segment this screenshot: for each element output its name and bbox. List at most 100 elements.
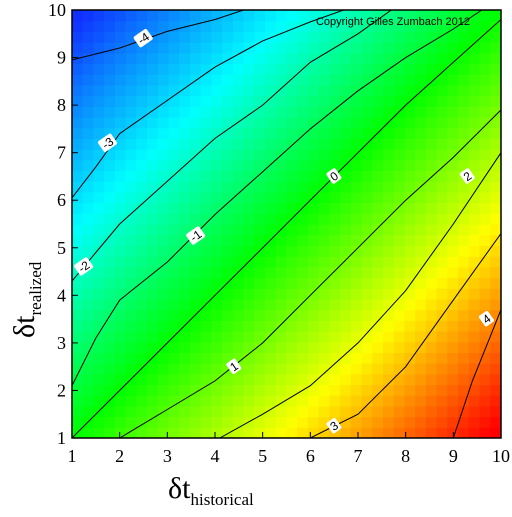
heatmap-cell — [114, 298, 127, 311]
heatmap-cell — [168, 363, 180, 375]
heatmap-cell — [93, 331, 105, 343]
heatmap-cell — [125, 224, 137, 236]
heatmap-cell — [436, 320, 448, 332]
heatmap-cell — [393, 224, 406, 236]
heatmap-cell — [72, 266, 84, 279]
heatmap-cell — [318, 266, 330, 279]
heatmap-cell — [82, 106, 95, 118]
heatmap-cell — [147, 149, 159, 161]
heatmap-cell — [361, 363, 373, 375]
heatmap-cell — [200, 106, 213, 118]
heatmap-cell — [329, 63, 341, 75]
heatmap-cell — [425, 138, 438, 150]
heatmap-cell — [479, 20, 491, 32]
heatmap-cell — [104, 52, 116, 65]
heatmap-cell — [393, 170, 406, 182]
heatmap-cell — [147, 170, 159, 182]
heatmap-cell — [72, 309, 84, 321]
heatmap-cell — [372, 63, 384, 75]
heatmap-cell — [93, 395, 105, 407]
heatmap-cell — [404, 309, 416, 321]
contour-label-1: 1 — [226, 358, 242, 374]
heatmap-cell — [211, 352, 223, 364]
heatmap-cell — [436, 234, 448, 246]
heatmap-cell — [232, 234, 245, 246]
heatmap-cell — [275, 234, 288, 246]
heatmap-cell — [82, 181, 95, 193]
heatmap-cell — [415, 277, 427, 289]
heatmap-cell — [447, 416, 459, 428]
heatmap-cell — [222, 20, 234, 32]
heatmap-cell — [254, 74, 266, 86]
x-axis-subscript: historical — [190, 490, 254, 509]
heatmap-cell — [468, 427, 481, 438]
heatmap-cell — [307, 170, 320, 182]
heatmap-cell — [447, 106, 459, 118]
heatmap-cell — [490, 117, 501, 129]
heatmap-cell — [404, 149, 416, 161]
heatmap-cell — [458, 277, 470, 289]
y-tick-label: 10 — [48, 0, 66, 20]
heatmap-cell — [361, 10, 373, 22]
heatmap-cell — [157, 191, 170, 204]
heatmap-cell — [447, 266, 459, 279]
heatmap-cell — [490, 63, 501, 75]
heatmap-cell — [425, 245, 438, 257]
heatmap-cell — [254, 266, 266, 279]
heatmap-cell — [232, 10, 245, 22]
heatmap-cell — [114, 202, 127, 214]
heatmap-cell — [329, 149, 341, 161]
heatmap-cell — [275, 202, 288, 214]
heatmap-cell — [93, 416, 105, 428]
heatmap-cell — [200, 373, 213, 386]
heatmap-cell — [458, 149, 470, 161]
heatmap-cell — [490, 256, 501, 268]
heatmap-cell — [286, 159, 298, 172]
heatmap-cell — [468, 384, 481, 396]
heatmap-cell — [361, 106, 373, 118]
heatmap-cell — [425, 159, 438, 172]
heatmap-cell — [318, 320, 330, 332]
heatmap-cell — [189, 149, 202, 161]
heatmap-cell — [318, 395, 330, 407]
heatmap-cell — [415, 384, 427, 396]
heatmap-cell — [232, 127, 245, 139]
heatmap-cell — [147, 320, 159, 332]
heatmap-cell — [72, 117, 84, 129]
heatmap-cell — [286, 127, 298, 139]
heatmap-cell — [479, 288, 491, 300]
heatmap-cell — [114, 309, 127, 321]
heatmap-cell — [275, 373, 288, 386]
heatmap-cell — [136, 63, 148, 75]
heatmap-cell — [275, 298, 288, 311]
heatmap-cell — [243, 117, 255, 129]
heatmap-cell — [211, 181, 223, 193]
heatmap-cell — [490, 74, 501, 86]
heatmap-cell — [361, 31, 373, 43]
heatmap-cell — [350, 106, 363, 118]
heatmap-cell — [307, 427, 320, 438]
heatmap-cell — [458, 427, 470, 438]
heatmap-cell — [383, 181, 395, 193]
heatmap-cell — [329, 298, 341, 311]
heatmap-cell — [307, 416, 320, 428]
heatmap-cell — [329, 384, 341, 396]
heatmap-cell — [425, 309, 438, 321]
heatmap-cell — [361, 213, 373, 225]
heatmap-cell — [490, 213, 501, 225]
heatmap-cell — [361, 42, 373, 54]
heatmap-cell — [447, 84, 459, 97]
heatmap-cell — [275, 363, 288, 375]
heatmap-cell — [372, 117, 384, 129]
heatmap-cell — [458, 256, 470, 268]
heatmap-cell — [200, 191, 213, 204]
heatmap-cell — [265, 213, 277, 225]
heatmap-cell — [93, 149, 105, 161]
heatmap-cell — [404, 106, 416, 118]
heatmap-cell — [157, 234, 170, 246]
heatmap-cell — [232, 159, 245, 172]
heatmap-cell — [372, 363, 384, 375]
heatmap-cell — [200, 256, 213, 268]
heatmap-cell — [393, 213, 406, 225]
heatmap-cell — [243, 191, 255, 204]
